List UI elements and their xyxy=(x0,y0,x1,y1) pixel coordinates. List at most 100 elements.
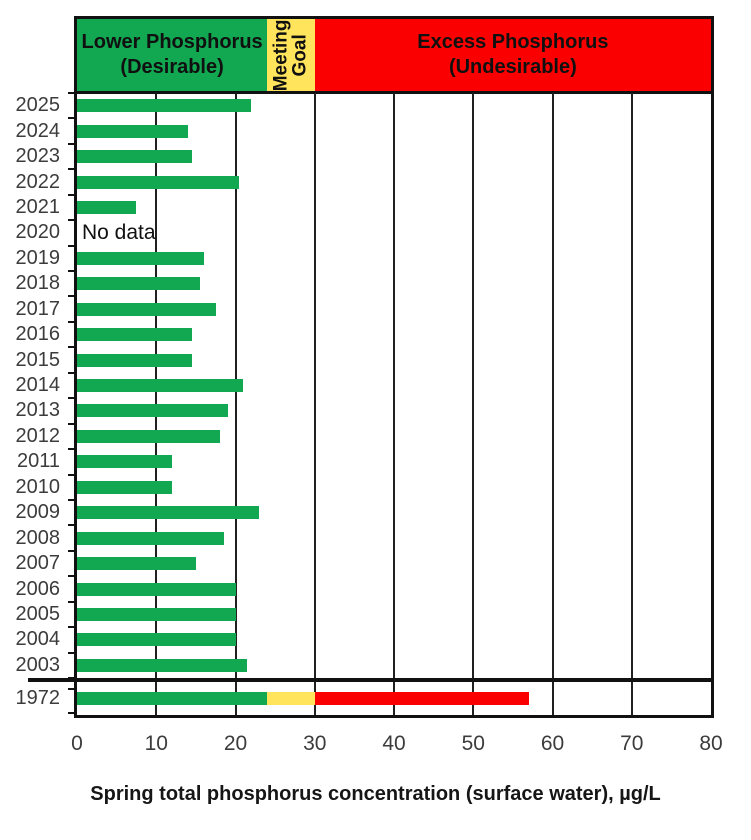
y-axis-tick xyxy=(68,397,76,400)
bar-2009 xyxy=(77,506,260,520)
bar-row xyxy=(77,169,711,194)
historic-year-label: 1972 xyxy=(15,687,61,709)
bar-2012 xyxy=(77,429,220,443)
y-axis-tick xyxy=(68,422,76,425)
zone-lower-line2: (Desirable) xyxy=(120,56,224,78)
year-label: 2019 xyxy=(15,246,61,269)
bar-row xyxy=(77,627,711,652)
y-axis-tick xyxy=(68,498,76,501)
bar-2018 xyxy=(77,277,200,291)
bar-2022 xyxy=(77,175,240,189)
bar-row xyxy=(77,602,711,627)
gridline xyxy=(313,93,316,678)
year-label: 2013 xyxy=(15,399,61,422)
bar-row xyxy=(77,322,711,347)
bar-row xyxy=(77,246,711,271)
bar-row xyxy=(77,500,711,525)
year-label: 2018 xyxy=(15,272,61,295)
year-label: 2025 xyxy=(15,94,61,117)
bar-2006 xyxy=(77,582,236,596)
x-tick-label: 20 xyxy=(223,732,248,755)
y-axis-tick xyxy=(68,712,76,714)
bar-row xyxy=(77,271,711,296)
bar-row xyxy=(77,653,711,678)
y-axis-tick xyxy=(68,193,76,196)
gridline xyxy=(551,93,554,678)
y-axis-tick xyxy=(68,651,76,654)
year-label: 2023 xyxy=(15,145,61,168)
y-axis-tick xyxy=(68,626,76,629)
zone-goal-line1: Meeting xyxy=(270,19,292,91)
year-label: 2005 xyxy=(15,602,61,625)
y-axis-tick xyxy=(68,524,76,527)
bar-2015 xyxy=(77,353,192,367)
x-tick-label: 50 xyxy=(461,732,485,755)
year-label: 2011 xyxy=(16,450,60,473)
bar-2008 xyxy=(77,531,224,545)
year-label: 2017 xyxy=(15,297,61,320)
gridline xyxy=(472,93,475,678)
x-tick-label: 0 xyxy=(71,732,83,755)
separator-line xyxy=(28,678,714,682)
x-tick-label: 60 xyxy=(540,732,565,755)
bar-row xyxy=(77,144,711,169)
year-label: 2003 xyxy=(15,653,61,676)
y-axis-tick xyxy=(68,320,76,323)
year-label: 2012 xyxy=(15,424,61,447)
year-label: 2008 xyxy=(15,526,61,549)
main-plot-area: No data xyxy=(74,93,714,678)
y-axis-tick xyxy=(68,295,76,298)
bar-row xyxy=(77,118,711,143)
bar-2024 xyxy=(77,124,188,138)
x-axis-title: Spring total phosphorus concentration (s… xyxy=(90,783,661,805)
gridline xyxy=(393,93,395,678)
bar-2011 xyxy=(77,455,173,469)
gridline xyxy=(630,93,633,678)
zone-goal-rotated-text: Meeting Goal xyxy=(270,19,311,91)
bar-2007 xyxy=(77,557,196,571)
historic-plot-area xyxy=(74,682,714,718)
zone-meeting-goal: Meeting Goal xyxy=(267,19,315,91)
bar-row xyxy=(77,551,711,576)
bar-row xyxy=(77,195,711,220)
x-tick-label: 80 xyxy=(699,732,723,755)
bar-2016 xyxy=(77,328,192,342)
y-axis-tick xyxy=(68,346,76,349)
year-label: 2004 xyxy=(15,628,61,651)
x-tick-label: 10 xyxy=(144,732,168,755)
x-tick-label: 70 xyxy=(620,732,644,755)
zone-banner: Lower Phosphorus (Desirable) Meeting Goa… xyxy=(74,16,714,94)
historic-segment-meeting-goal xyxy=(267,692,315,705)
y-axis-tick xyxy=(68,575,76,578)
zone-lower-line1: Lower Phosphorus xyxy=(81,31,263,53)
year-label: 2022 xyxy=(15,170,61,193)
year-label: 2009 xyxy=(15,501,61,524)
zone-excess-phosphorus: Excess Phosphorus (Undesirable) xyxy=(314,19,711,91)
bar-rows: No data xyxy=(77,93,711,678)
bar-2014 xyxy=(77,379,244,393)
y-axis-tick xyxy=(68,244,76,247)
bar-row xyxy=(77,93,711,118)
y-axis-tick xyxy=(68,688,76,690)
bar-row xyxy=(77,297,711,322)
y-axis-tick xyxy=(68,371,76,374)
bar-row xyxy=(77,347,711,372)
year-label: 2007 xyxy=(15,552,61,575)
y-axis-tick xyxy=(68,219,76,222)
zone-excess-line2: (Undesirable) xyxy=(448,56,577,78)
bar-row xyxy=(77,373,711,398)
bar-2017 xyxy=(77,302,216,316)
year-label: 2024 xyxy=(15,119,61,142)
zone-lower-phosphorus: Lower Phosphorus (Desirable) xyxy=(77,19,268,91)
bar-row xyxy=(77,525,711,550)
year-label: 2014 xyxy=(15,374,61,397)
year-label: 2015 xyxy=(15,348,61,371)
y-axis-tick xyxy=(68,142,76,145)
y-axis-tick xyxy=(68,549,76,552)
gridline xyxy=(551,682,554,715)
year-label: 2010 xyxy=(15,475,61,498)
bar-2005 xyxy=(77,607,236,621)
gridline xyxy=(630,682,633,715)
zone-goal-line2: Goal xyxy=(289,33,311,77)
year-label: 2006 xyxy=(15,577,61,600)
